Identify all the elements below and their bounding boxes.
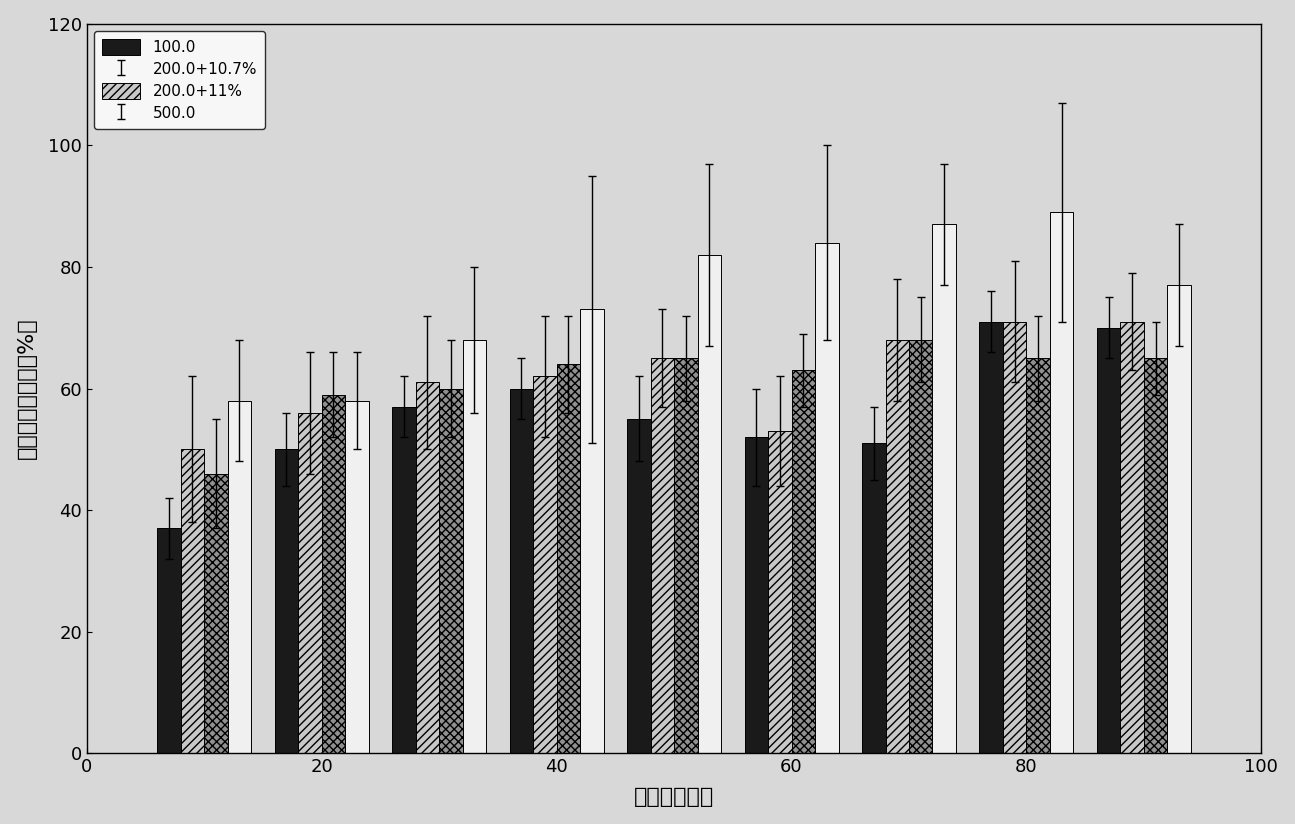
Bar — [298, 413, 321, 753]
Bar — [1143, 358, 1167, 753]
Bar — [557, 364, 580, 753]
Bar — [675, 358, 698, 753]
Bar — [909, 339, 932, 753]
Bar — [1027, 358, 1050, 753]
Bar — [1050, 212, 1074, 753]
Bar — [1097, 328, 1120, 753]
Bar — [698, 255, 721, 753]
Bar — [862, 443, 886, 753]
Bar — [462, 339, 486, 753]
Bar — [627, 419, 650, 753]
Bar — [534, 377, 557, 753]
Bar — [275, 449, 298, 753]
Bar — [392, 407, 416, 753]
Bar — [228, 400, 251, 753]
Bar — [580, 310, 603, 753]
Bar — [1167, 285, 1191, 753]
Bar — [205, 474, 228, 753]
Bar — [979, 321, 1002, 753]
Bar — [791, 370, 815, 753]
Y-axis label: 信号增强效果图（%）: 信号增强效果图（%） — [17, 318, 36, 459]
Bar — [1120, 321, 1143, 753]
Bar — [157, 528, 181, 753]
Bar — [510, 388, 534, 753]
Bar — [181, 449, 205, 753]
Bar — [1002, 321, 1027, 753]
Bar — [650, 358, 675, 753]
Bar — [768, 431, 791, 753]
Bar — [932, 224, 956, 753]
Bar — [745, 438, 768, 753]
Bar — [815, 242, 839, 753]
Bar — [416, 382, 439, 753]
Legend: 100.0, 200.0+10.7%, 200.0+11%, 500.0: 100.0, 200.0+10.7%, 200.0+11%, 500.0 — [95, 31, 264, 129]
Bar — [886, 339, 909, 753]
X-axis label: 时间（分钟）: 时间（分钟） — [635, 788, 715, 808]
Bar — [439, 388, 462, 753]
Bar — [321, 395, 346, 753]
Bar — [346, 400, 369, 753]
